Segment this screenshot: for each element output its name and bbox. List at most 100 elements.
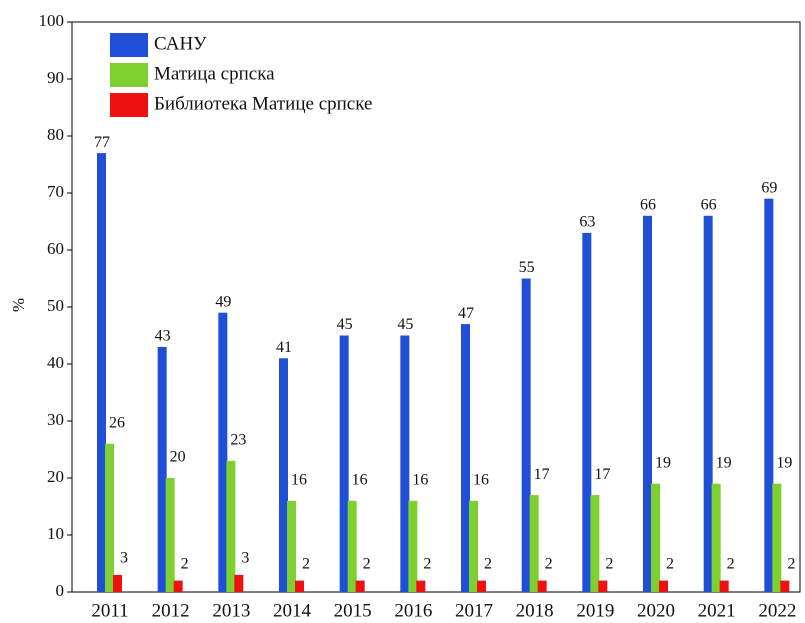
bar	[408, 500, 418, 592]
bar	[287, 500, 296, 592]
bar	[780, 580, 790, 592]
bar	[400, 335, 410, 592]
data-label: 2	[605, 555, 613, 572]
bar	[295, 580, 304, 592]
data-label: 3	[120, 550, 128, 567]
y-tick-label: 80	[47, 125, 64, 144]
data-label: 47	[458, 305, 474, 322]
data-label: 16	[473, 471, 489, 488]
bar	[537, 580, 547, 592]
bar	[279, 358, 288, 592]
bar	[719, 580, 729, 592]
y-tick-label: 0	[56, 581, 65, 600]
data-label: 66	[701, 196, 717, 213]
bar	[347, 500, 357, 592]
y-tick-label: 10	[47, 524, 64, 543]
data-label: 19	[655, 454, 671, 471]
data-label: 66	[640, 196, 656, 213]
bar	[651, 483, 660, 592]
y-tick-label: 60	[47, 239, 64, 258]
y-tick-label: 100	[39, 11, 65, 30]
bar	[173, 580, 183, 592]
bar	[703, 215, 713, 593]
data-label: 2	[423, 555, 431, 572]
x-tick-label: 2016	[394, 600, 432, 621]
bar	[643, 215, 652, 593]
data-label: 55	[519, 259, 535, 276]
data-label: 2	[181, 555, 189, 572]
data-label: 20	[170, 449, 186, 466]
bar	[157, 346, 167, 592]
data-label: 17	[534, 466, 550, 483]
data-label: 2	[666, 555, 674, 572]
data-label: 16	[412, 471, 428, 488]
data-label: 16	[291, 471, 307, 488]
bar	[113, 574, 122, 592]
bar	[355, 580, 365, 592]
legend-label: САНУ	[154, 33, 207, 54]
data-label: 17	[594, 466, 610, 483]
legend-label: Матица српска	[154, 63, 275, 84]
bar	[461, 324, 470, 592]
x-tick-label: 2011	[91, 600, 128, 621]
x-tick-label: 2019	[576, 600, 614, 621]
bar	[659, 580, 668, 592]
y-axis-label: %	[9, 298, 28, 312]
data-label: 2	[545, 555, 553, 572]
data-label: 2	[787, 555, 795, 572]
bar	[590, 495, 600, 592]
data-label: 19	[716, 454, 732, 471]
legend-label: Библиотека Матице српске	[154, 93, 372, 114]
data-label: 2	[363, 555, 371, 572]
bar	[165, 478, 175, 592]
data-label: 43	[155, 328, 171, 345]
bar	[469, 500, 478, 592]
y-tick-label: 90	[47, 68, 64, 87]
data-label: 2	[302, 555, 310, 572]
x-tick-label: 2017	[455, 600, 493, 621]
bar	[105, 443, 114, 592]
data-label: 2	[484, 555, 492, 572]
bar	[218, 312, 228, 592]
data-label: 63	[579, 214, 595, 231]
x-tick-label: 2020	[637, 600, 675, 621]
data-label: 69	[761, 179, 777, 196]
bar	[416, 580, 426, 592]
x-tick-label: 2015	[334, 600, 372, 621]
data-label: 49	[215, 293, 231, 310]
x-tick-label: 2022	[758, 600, 796, 621]
data-label: 45	[337, 316, 353, 333]
data-label: 26	[109, 414, 125, 431]
bar	[234, 574, 244, 592]
y-tick-label: 30	[47, 410, 64, 429]
bar	[764, 198, 774, 592]
data-label: 3	[241, 550, 249, 567]
data-label: 45	[397, 316, 413, 333]
bar	[772, 483, 782, 592]
data-label: 2	[727, 555, 735, 572]
data-label: 77	[94, 134, 110, 151]
bar	[711, 483, 721, 592]
x-tick-label: 2021	[698, 600, 736, 621]
data-label: 23	[230, 432, 246, 449]
data-label: 19	[776, 454, 792, 471]
bar	[582, 232, 592, 592]
bar	[529, 495, 539, 592]
legend-swatch	[110, 33, 148, 57]
y-tick-label: 20	[47, 467, 64, 486]
x-tick-label: 2013	[212, 600, 250, 621]
x-tick-label: 2018	[516, 600, 554, 621]
bar	[598, 580, 608, 592]
bar	[477, 580, 486, 592]
bar	[521, 278, 531, 592]
data-label: 16	[352, 471, 368, 488]
y-tick-label: 40	[47, 353, 64, 372]
data-label: 41	[276, 339, 292, 356]
bar	[97, 153, 106, 592]
bar	[226, 460, 236, 592]
x-tick-label: 2012	[152, 600, 190, 621]
y-tick-label: 70	[47, 182, 64, 201]
y-tick-label: 50	[47, 296, 64, 315]
x-tick-label: 2014	[273, 600, 312, 621]
